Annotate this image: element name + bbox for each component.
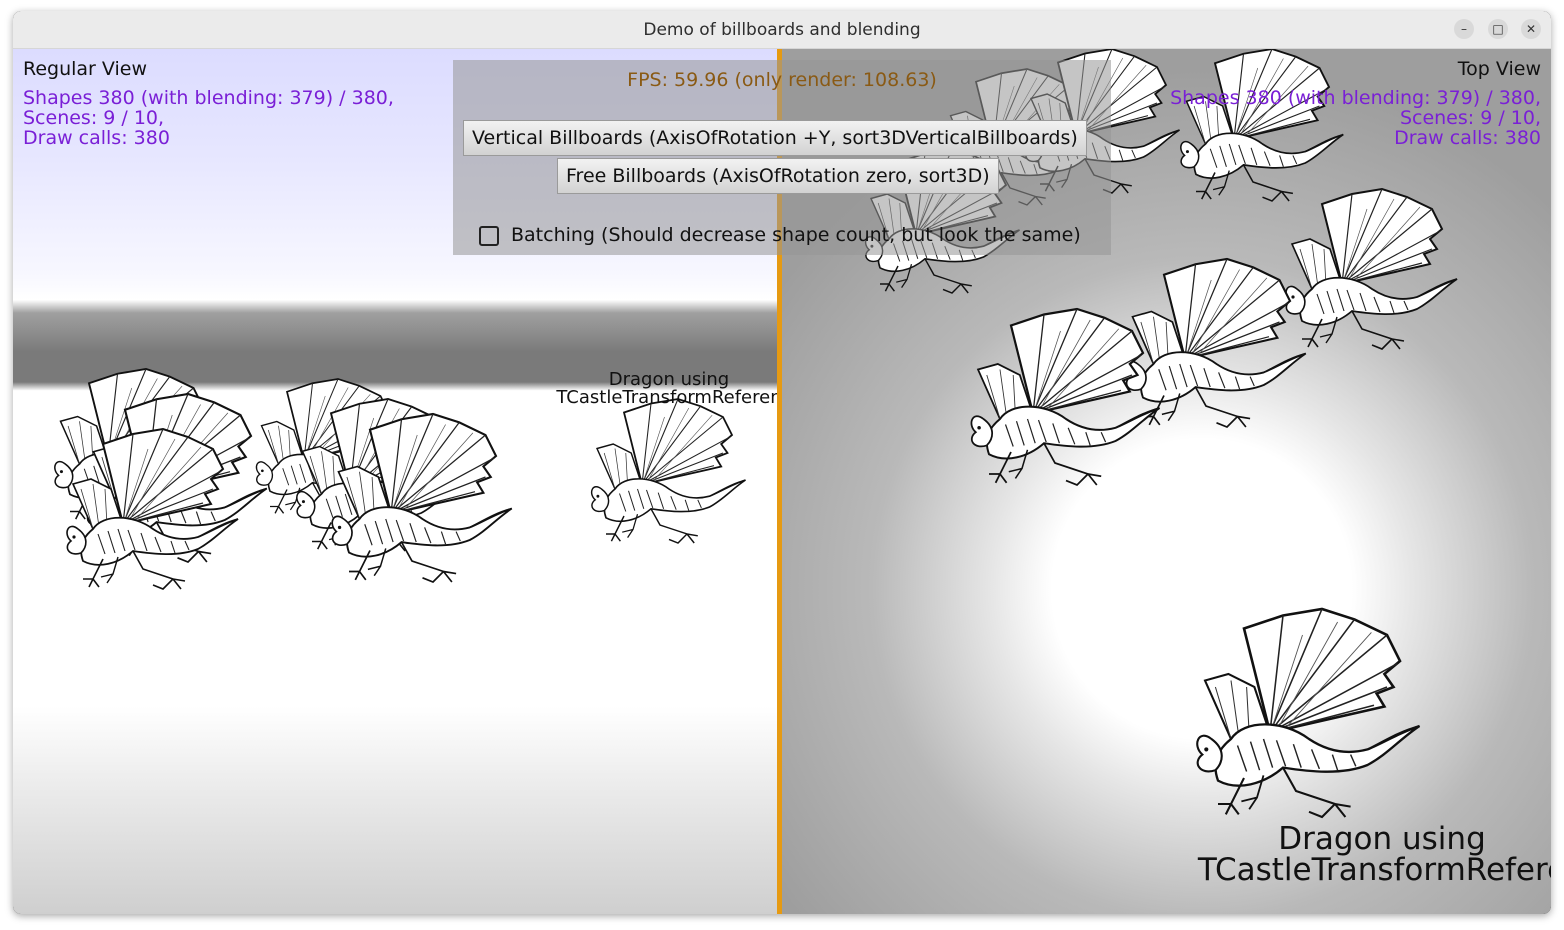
reference-dragon-label: Dragon using TCastleTransformReferen	[541, 371, 778, 407]
viewport-divider	[777, 49, 782, 914]
top-view-stats: Shapes 380 (with blending: 379) / 380, S…	[1170, 88, 1541, 148]
stats-draw-calls: Draw calls: 380	[23, 127, 170, 149]
app-window: Demo of billboards and blending – □ ✕ Re…	[13, 11, 1551, 914]
minimize-button[interactable]: –	[1454, 19, 1474, 39]
dragon-icon	[1195, 607, 1421, 819]
stats-shapes: Shapes 380 (with blending: 379) / 380,	[23, 87, 394, 109]
regular-view-label: Regular View	[23, 58, 148, 80]
fps-readout: FPS: 59.96 (only render: 108.63)	[627, 69, 937, 91]
reference-label-line2: TCastleTransformRefere	[1197, 852, 1551, 888]
viewport-area: Regular View Shapes 380 (with blending: …	[13, 49, 1551, 914]
stats-draw-calls: Draw calls: 380	[1394, 127, 1541, 149]
batching-label: Batching (Should decrease shape count, b…	[511, 224, 1081, 246]
reference-label-line1: Dragon using	[1278, 821, 1486, 857]
stats-scenes: Scenes: 9 / 10,	[1399, 107, 1541, 129]
title-bar[interactable]: Demo of billboards and blending – □ ✕	[13, 11, 1551, 49]
stats-scenes: Scenes: 9 / 10,	[23, 107, 165, 129]
maximize-button[interactable]: □	[1488, 19, 1508, 39]
dragon-icon	[1125, 257, 1307, 429]
reference-dragon-label: Dragon using TCastleTransformRefere	[1152, 824, 1551, 886]
dragon-icon	[970, 307, 1161, 487]
free-billboards-button[interactable]: Free Billboards (AxisOfRotation zero, so…	[557, 158, 999, 194]
batching-checkbox[interactable]	[479, 226, 499, 246]
top-view-label: Top View	[1457, 58, 1541, 80]
dragon-icon	[1285, 188, 1458, 350]
reference-label-line2: TCastleTransformReferen	[556, 387, 778, 408]
close-button[interactable]: ✕	[1521, 19, 1541, 39]
reference-label-line1: Dragon using	[608, 369, 730, 390]
control-panel: FPS: 59.96 (only render: 108.63) Vertica…	[453, 60, 1111, 255]
window-title: Demo of billboards and blending	[643, 20, 921, 40]
regular-view-stats: Shapes 380 (with blending: 379) / 380, S…	[23, 88, 394, 148]
stats-shapes: Shapes 380 (with blending: 379) / 380,	[1170, 87, 1541, 109]
vertical-billboards-button[interactable]: Vertical Billboards (AxisOfRotation +Y, …	[463, 120, 1087, 156]
dragon-icon	[590, 398, 747, 544]
